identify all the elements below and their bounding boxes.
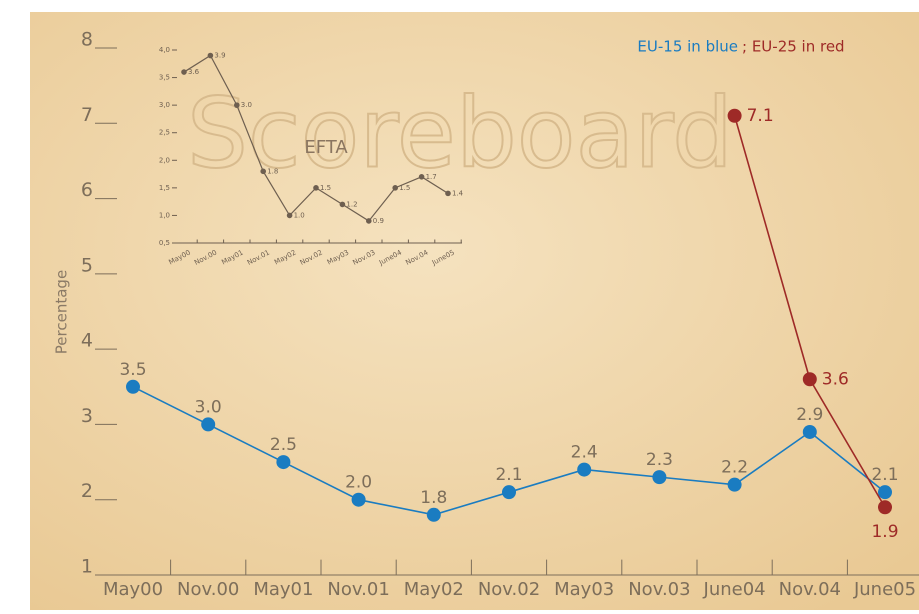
data-label: 1.8 <box>267 167 278 175</box>
y-tick-label: 3 <box>81 405 93 427</box>
data-point <box>392 185 398 191</box>
annotation: EU-15 in blue <box>637 38 738 56</box>
chart: Scoreboard EU-15 in blue ; EU-25 in red … <box>0 0 919 610</box>
inset-title: EFTA <box>304 137 348 158</box>
data-point <box>181 69 187 75</box>
y-tick-label: 4,0 <box>159 46 170 54</box>
y-tick-label: 1,0 <box>159 211 170 219</box>
data-point <box>352 493 366 507</box>
data-label: 3.0 <box>241 101 252 109</box>
y-tick-label: 7 <box>81 104 93 126</box>
x-tick-label: May00 <box>103 579 163 600</box>
data-label: 2.1 <box>871 465 898 485</box>
data-label: 2.4 <box>571 443 598 463</box>
y-tick-label: 1,5 <box>159 184 170 192</box>
data-point <box>287 213 293 219</box>
data-label: 1.7 <box>426 173 437 181</box>
data-label: 2.1 <box>495 465 522 485</box>
data-label: 1.9 <box>871 522 898 542</box>
y-tick-label: 4 <box>81 330 93 352</box>
y-tick-label: 3,0 <box>159 101 170 109</box>
y-tick-label: 2,0 <box>159 156 170 164</box>
x-tick-label: Nov.04 <box>779 579 841 600</box>
data-label: 2.2 <box>721 458 748 478</box>
data-label: 2.9 <box>796 405 823 425</box>
data-point <box>208 53 214 59</box>
x-tick-label: Nov.02 <box>478 579 540 600</box>
data-point <box>878 485 892 499</box>
data-label: 3.9 <box>214 52 225 60</box>
data-label: 2.3 <box>646 450 673 470</box>
page: Scoreboard EU-15 in blue ; EU-25 in red … <box>0 0 919 610</box>
data-label: 7.1 <box>747 106 774 126</box>
y-tick-label: 6 <box>81 179 93 201</box>
data-label: 0.9 <box>373 217 384 225</box>
data-point <box>803 372 817 386</box>
data-label: 2.5 <box>270 435 297 455</box>
data-label: 3.0 <box>195 397 222 417</box>
data-point <box>234 102 240 108</box>
data-label: 1.4 <box>452 189 464 197</box>
y-tick-label: 2,5 <box>159 129 170 137</box>
data-point <box>878 500 892 514</box>
x-tick-label: Nov.01 <box>327 579 389 600</box>
y-tick-label: 1 <box>81 556 93 578</box>
data-label: 1.0 <box>294 211 305 219</box>
data-point <box>419 174 425 180</box>
data-point <box>652 470 666 484</box>
data-point <box>126 380 140 394</box>
data-point <box>502 485 516 499</box>
data-label: 1.5 <box>399 184 410 192</box>
data-point <box>201 417 215 431</box>
data-label: 3.6 <box>188 68 200 76</box>
data-label: 3.6 <box>822 369 849 389</box>
data-point <box>260 169 266 175</box>
y-tick-label: 0,5 <box>159 239 170 247</box>
data-label: 3.5 <box>119 360 146 380</box>
data-point <box>340 202 346 208</box>
data-point <box>276 455 290 469</box>
data-label: 1.2 <box>346 200 357 208</box>
x-tick-label: June05 <box>853 579 916 600</box>
x-tick-label: May02 <box>404 579 464 600</box>
x-tick-label: June04 <box>703 579 766 600</box>
data-point <box>577 463 591 477</box>
y-axis-label: Percentage <box>53 270 71 354</box>
y-tick-label: 3,5 <box>159 74 170 82</box>
y-tick-label: 8 <box>81 29 93 51</box>
x-tick-label: May03 <box>554 579 614 600</box>
data-label: 1.8 <box>420 488 447 508</box>
annotation: ; EU-25 in red <box>742 38 845 56</box>
data-point <box>728 109 742 123</box>
data-point <box>445 191 451 197</box>
x-tick-label: May01 <box>253 579 313 600</box>
x-tick-label: Nov.00 <box>177 579 239 600</box>
data-point <box>427 508 441 522</box>
x-tick-label: Nov.03 <box>628 579 690 600</box>
data-point <box>728 478 742 492</box>
data-label: 2.0 <box>345 473 372 493</box>
y-tick-label: 2 <box>81 480 93 502</box>
data-point <box>313 185 319 191</box>
data-label: 1.5 <box>320 184 331 192</box>
y-tick-label: 5 <box>81 254 93 276</box>
data-point <box>366 218 372 224</box>
data-point <box>803 425 817 439</box>
